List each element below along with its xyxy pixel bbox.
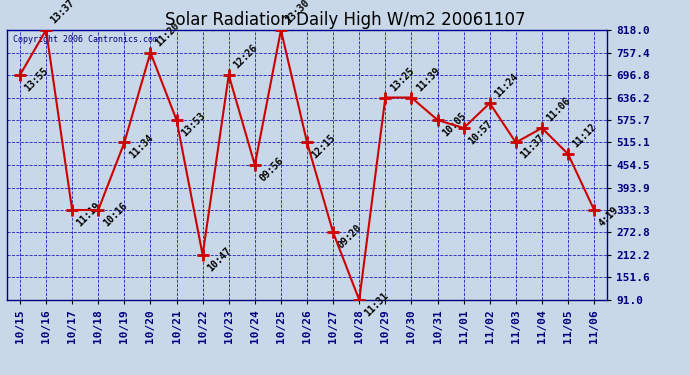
Text: 13:30: 13:30: [284, 0, 312, 26]
Text: 11:06: 11:06: [544, 96, 573, 124]
Text: 10:05: 10:05: [440, 110, 469, 138]
Text: 11:12: 11:12: [571, 122, 599, 150]
Text: 11:31: 11:31: [362, 290, 390, 318]
Text: 09:56: 09:56: [257, 155, 286, 183]
Text: 10:57: 10:57: [466, 118, 494, 146]
Text: 12:15: 12:15: [310, 133, 337, 160]
Text: 11:24: 11:24: [493, 71, 520, 99]
Text: 13:53: 13:53: [179, 110, 207, 138]
Text: 11:39: 11:39: [414, 66, 442, 93]
Text: 4:19: 4:19: [597, 204, 620, 228]
Text: 09:20: 09:20: [336, 223, 364, 251]
Text: 12:26: 12:26: [232, 43, 259, 71]
Text: 11:34: 11:34: [127, 133, 155, 160]
Text: 11:20: 11:20: [153, 21, 181, 48]
Text: Copyright 2006 Cantronics.com: Copyright 2006 Cantronics.com: [13, 35, 158, 44]
Text: 13:25: 13:25: [388, 66, 416, 93]
Text: 13:37: 13:37: [49, 0, 77, 26]
Text: 11:37: 11:37: [519, 133, 546, 160]
Text: Solar Radiation Daily High W/m2 20061107: Solar Radiation Daily High W/m2 20061107: [165, 11, 525, 29]
Text: 10:47: 10:47: [206, 245, 233, 273]
Text: 11:19: 11:19: [75, 200, 103, 228]
Text: 10:16: 10:16: [101, 200, 129, 228]
Text: 13:55: 13:55: [23, 65, 50, 93]
